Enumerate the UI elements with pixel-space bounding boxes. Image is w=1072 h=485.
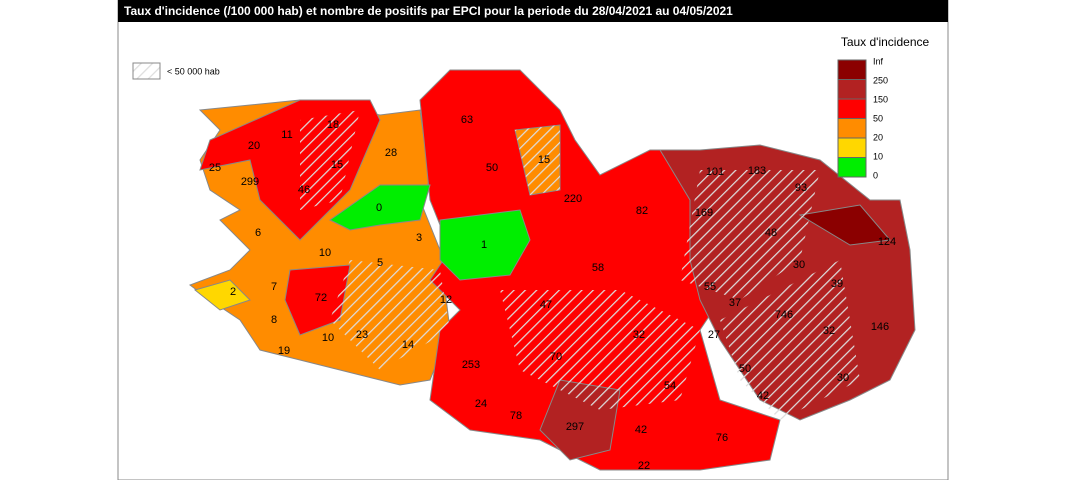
region-label: 58 [592,262,604,274]
region-label: 18 [327,119,339,131]
region-label: 70 [550,351,562,363]
legend-label: 150 [873,94,888,104]
region-label: 7 [271,281,277,293]
region [193,279,251,311]
region-label: 28 [385,147,397,159]
region-label: 47 [540,299,552,311]
region-label: 8 [271,314,277,326]
region-label: 101 [706,166,724,178]
region-label: 42 [635,424,647,436]
hatch-area [500,290,700,410]
region-label: 54 [664,380,676,392]
region-label: 19 [278,345,290,357]
legend-swatch [837,59,867,80]
region-label: 299 [241,176,259,188]
title-bar [118,0,948,22]
region-label: 93 [795,182,807,194]
region-label: 32 [633,329,645,341]
legend-label: 20 [873,132,883,142]
region-label: 30 [793,259,805,271]
region-label: 6 [255,227,261,239]
region-label: 20 [248,140,260,152]
region-label: 253 [462,359,480,371]
region-label: 55 [704,281,716,293]
hatch-area [515,125,560,195]
region-label: 76 [716,432,728,444]
region-label: 82 [636,205,648,217]
region-label: 2 [230,286,236,298]
region-label: 10 [319,247,331,259]
region-label: 30 [837,372,849,384]
legend-label: 50 [873,113,883,123]
region-label: 15 [331,159,343,171]
region-label: 24 [475,398,487,410]
region-label: 3 [416,232,422,244]
region-label: 23 [356,329,368,341]
region-label: 0 [376,202,382,214]
region [329,184,431,231]
hatch-legend-label: < 50 000 hab [167,66,220,76]
region-label: 183 [748,165,766,177]
region-label: 50 [486,162,498,174]
region-label: 39 [831,278,843,290]
legend-swatch [837,98,867,119]
region-label: 46 [298,184,310,196]
region-label: 72 [315,292,327,304]
region-label: 78 [510,410,522,422]
region-label: 32 [823,325,835,337]
legend-label: Inf [873,56,884,66]
region-label: 12 [440,294,452,306]
region-label: 42 [757,390,769,402]
region-label: 169 [695,207,713,219]
region-label: 37 [729,297,741,309]
legend-title: Taux d'incidence [841,35,930,49]
legend-label: 250 [873,75,888,85]
region-label: 297 [566,421,584,433]
region-label: 50 [739,363,751,375]
hatch-area [680,170,820,300]
region-label: 124 [878,236,896,248]
region-label: 25 [209,162,221,174]
region-label: 10 [322,332,334,344]
region-label: 63 [461,114,473,126]
title: Taux d'incidence (/100 000 hab) et nombr… [124,4,733,18]
region-label: 15 [538,154,550,166]
region-label: 146 [871,321,889,333]
region [439,209,531,281]
hatched-regions [300,110,860,420]
region-label: 220 [564,193,582,205]
legend-swatch [837,137,867,158]
region-label: 5 [377,257,383,269]
legend-label: 10 [873,151,883,161]
region-label: 1 [481,239,487,251]
hatch-area [300,110,360,210]
region-label: 14 [402,339,414,351]
region-label: 48 [765,227,777,239]
region-label: 27 [708,329,720,341]
region [798,204,891,246]
legend: Inf 250 150 50 20 10 0 [837,56,888,180]
legend-label: 0 [873,170,878,180]
hatch-area [720,260,860,420]
legend-swatch [837,79,867,100]
hatch-legend-swatch [132,62,161,80]
region-label: 746 [775,309,793,321]
region-label: 22 [638,460,650,472]
legend-swatch [837,157,867,178]
region-label: 11 [281,129,292,141]
legend-swatch [837,118,867,139]
hatch-area [330,260,450,370]
